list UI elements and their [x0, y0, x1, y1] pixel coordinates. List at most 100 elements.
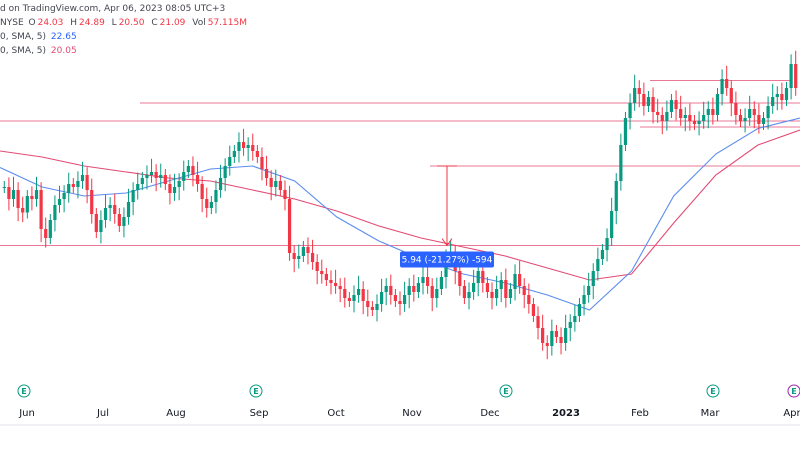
candle-body-124: [573, 316, 577, 322]
candle-body-81: [375, 304, 379, 310]
candle-body-71: [329, 280, 333, 283]
candle-body-45: [209, 202, 213, 208]
candle-body-1: [7, 187, 11, 199]
candle-body-62: [287, 199, 292, 253]
measure-arrow: [441, 238, 453, 247]
earnings-marker-3[interactable]: E: [706, 384, 720, 398]
measure-label-box: [400, 251, 494, 268]
candle-body-78: [361, 289, 365, 301]
close-value: 21.09: [159, 18, 186, 28]
candle-body-39: [182, 172, 186, 181]
candle-body-106: [490, 292, 494, 298]
candle-body-68: [315, 262, 319, 271]
candle-body-2: [11, 190, 16, 199]
earnings-marker-4[interactable]: E: [787, 384, 800, 398]
candle-body-82: [379, 292, 384, 304]
candle-body-137: [633, 88, 637, 103]
candle-body-115: [531, 304, 536, 316]
candle-body-127: [587, 286, 591, 295]
candle-body-141: [651, 97, 655, 112]
candle-body-161: [743, 118, 747, 121]
candle-body-60: [278, 181, 282, 190]
candle-body-148: [683, 115, 687, 118]
candle-body-156: [720, 79, 724, 94]
candle-body-25: [117, 214, 121, 226]
candle-body-135: [623, 118, 628, 145]
candle-body-64: [297, 256, 301, 259]
ma-fast-label: 0, SMA, 5): [0, 32, 47, 42]
x-axis-label-3: Sep: [250, 408, 269, 419]
high-value: 24.89: [79, 18, 105, 28]
candle-body-91: [421, 277, 425, 283]
candle-body-16: [76, 181, 80, 187]
candle-body-76: [352, 295, 356, 301]
x-axis-label-10: Apr: [783, 408, 800, 419]
candle-body-50: [232, 151, 236, 157]
candle-body-35: [163, 175, 167, 184]
candle-body-109: [504, 280, 508, 298]
earnings-marker-1[interactable]: E: [249, 384, 263, 398]
candle-body-96: [444, 259, 448, 277]
candle-body-143: [660, 115, 664, 121]
earnings-marker-0[interactable]: E: [17, 384, 31, 398]
candle-body-31: [145, 175, 149, 178]
candle-body-92: [425, 277, 430, 286]
candle-body-18: [85, 175, 89, 190]
candle-body-125: [577, 304, 582, 316]
candle-body-33: [154, 172, 158, 178]
candle-body-99: [458, 271, 462, 286]
svg-text:E: E: [791, 387, 796, 396]
earnings-marker-2[interactable]: E: [499, 384, 513, 398]
candle-body-77: [356, 289, 361, 295]
candle-body-57: [264, 169, 269, 178]
candle-body-121: [559, 337, 563, 343]
candle-body-112: [518, 274, 522, 286]
candle-body-130: [600, 250, 605, 259]
candle-body-63: [292, 253, 296, 259]
candle-body-20: [94, 214, 98, 232]
candle-body-142: [656, 112, 660, 115]
candle-body-170: [784, 88, 789, 100]
candle-body-147: [679, 109, 683, 118]
candle-body-61: [283, 190, 287, 199]
candle-body-74: [343, 289, 347, 298]
candle-body-22: [103, 208, 108, 220]
candle-body-79: [366, 301, 370, 307]
low-value: 20.50: [118, 18, 145, 28]
candle-body-163: [752, 109, 756, 115]
x-axis-label-5: Nov: [402, 408, 422, 419]
candle-body-131: [605, 238, 609, 250]
candle-body-8: [39, 190, 43, 229]
candle-body-101: [467, 292, 471, 298]
candle-body-126: [582, 295, 586, 304]
candle-body-100: [462, 286, 467, 298]
candle-body-150: [692, 121, 697, 124]
candle-body-48: [223, 166, 227, 178]
x-axis-label-4: Oct: [327, 408, 344, 419]
candle-body-89: [412, 286, 416, 292]
candle-body-17: [80, 175, 85, 181]
candle-body-138: [637, 88, 641, 94]
candle-body-171: [789, 64, 793, 88]
candle-body-166: [766, 106, 770, 118]
candle-body-149: [688, 115, 692, 121]
candle-body-56: [260, 157, 264, 169]
candle-body-165: [761, 118, 766, 124]
candle-body-46: [214, 190, 218, 202]
candle-body-158: [729, 88, 733, 103]
candle-body-90: [416, 283, 421, 292]
x-axis-label-1: Jul: [96, 408, 109, 419]
candle-body-118: [545, 343, 549, 346]
svg-text:E: E: [21, 387, 26, 396]
candle-body-47: [218, 178, 223, 190]
candle-body-117: [541, 328, 545, 343]
candle-body-69: [320, 271, 324, 274]
candle-body-24: [113, 205, 117, 214]
candle-body-42: [195, 175, 200, 184]
ma-slow-label: 0, SMA, 5): [0, 46, 47, 56]
candle-body-162: [748, 109, 752, 118]
candle-body-83: [384, 286, 388, 292]
candle-body-52: [241, 142, 246, 148]
